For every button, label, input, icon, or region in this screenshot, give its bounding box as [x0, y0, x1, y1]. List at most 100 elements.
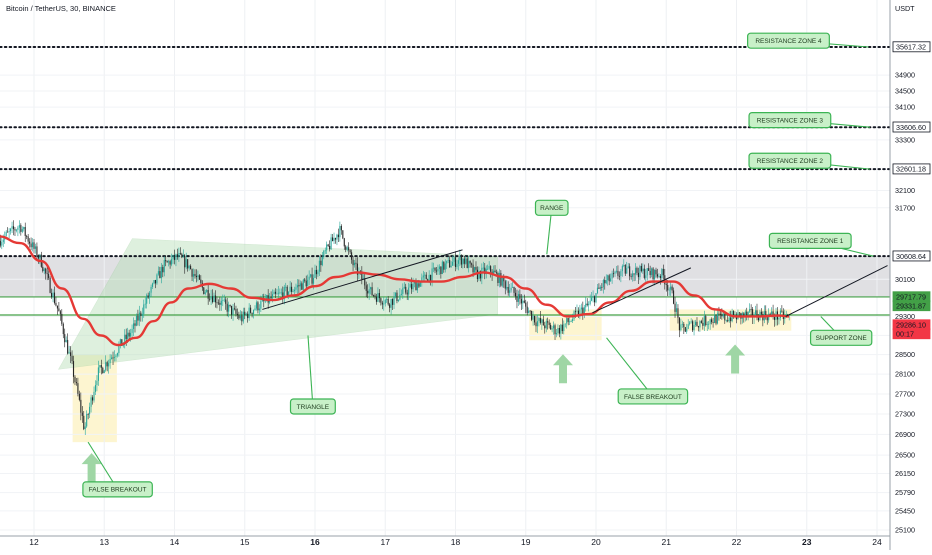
candle-body	[231, 305, 233, 315]
candle-body	[757, 317, 760, 321]
trendline-2[interactable]	[592, 267, 692, 314]
candle-body	[149, 292, 151, 298]
candle-body	[375, 296, 378, 302]
candle-body	[613, 273, 615, 275]
candle-body	[408, 287, 410, 295]
price-tick: 30100	[895, 275, 915, 284]
candle-body	[620, 271, 622, 276]
up-arrow-icon	[552, 354, 573, 384]
candle-body	[97, 367, 99, 381]
annotation-box[interactable]	[748, 152, 832, 169]
annotation-box[interactable]	[768, 232, 852, 249]
candle-body	[279, 292, 281, 294]
annotation-box[interactable]	[747, 32, 830, 49]
candle-body	[94, 385, 97, 392]
candle-body	[339, 226, 341, 238]
candle-body	[752, 309, 754, 318]
candle-body	[702, 322, 704, 326]
candle-body	[588, 303, 590, 306]
candle-body	[121, 339, 123, 346]
candle-body	[462, 258, 464, 265]
candle-body	[345, 246, 347, 250]
trendline-3[interactable]	[785, 265, 888, 317]
candle-body	[244, 311, 246, 315]
trendline-1[interactable]	[262, 249, 463, 310]
candle-body	[437, 269, 439, 272]
annotation-box[interactable]	[748, 111, 832, 129]
candle-body	[746, 311, 748, 316]
candle-body	[307, 279, 309, 287]
candle-body	[0, 240, 1, 246]
price-tick: 26500	[895, 451, 915, 460]
annotation-label: RESISTANCE ZONE 3	[757, 117, 824, 124]
candle-body	[130, 332, 132, 337]
candle-body	[690, 321, 692, 323]
candle-body	[311, 274, 313, 284]
candle-body	[119, 339, 121, 346]
annotation-box[interactable]	[289, 398, 336, 415]
candle-body	[430, 274, 432, 281]
candle-body	[432, 267, 435, 269]
candle-body	[285, 286, 287, 288]
candle-body	[472, 264, 474, 273]
price-label-box	[892, 250, 931, 262]
candle-body	[138, 312, 140, 321]
candle-body	[200, 279, 202, 283]
candle-body	[516, 296, 518, 302]
candle-body	[418, 283, 420, 287]
candle-body	[765, 311, 767, 318]
candle-body	[260, 301, 262, 309]
candle-body	[687, 324, 689, 329]
candle-body	[348, 247, 350, 251]
candle-body	[642, 268, 644, 272]
candle-body	[36, 246, 38, 257]
candle-body	[572, 319, 574, 321]
candle-body	[561, 324, 563, 332]
candle-body	[487, 268, 489, 270]
candle-body	[383, 303, 385, 305]
candle-body	[709, 319, 711, 324]
candle-body	[304, 279, 306, 281]
candle-body	[17, 227, 19, 230]
candle-body	[137, 315, 139, 321]
candle-body	[108, 363, 110, 367]
candle-body	[333, 238, 335, 242]
candle-body	[501, 276, 503, 286]
candle-body	[209, 298, 211, 300]
candle-body	[387, 298, 389, 305]
price-label: 29286.10	[896, 321, 926, 330]
candle-body	[355, 262, 357, 264]
zone-false-breakout-1	[72, 354, 117, 443]
candle-body	[623, 264, 625, 266]
candle-body	[459, 256, 461, 261]
up-arrow-icon	[81, 453, 102, 483]
annotation-box[interactable]	[82, 481, 153, 498]
candle-body	[533, 316, 536, 323]
candle-body	[626, 268, 628, 274]
candle-body	[781, 310, 783, 312]
candle-body	[217, 302, 219, 304]
candle-body	[207, 289, 209, 299]
candle-body	[648, 268, 650, 271]
annotation-box[interactable]	[617, 388, 689, 405]
candle-body	[39, 254, 41, 259]
candle-body	[282, 292, 284, 300]
date-tick: 13	[100, 537, 110, 547]
candle-body	[154, 280, 157, 284]
candle-body	[778, 317, 780, 320]
candle-body	[140, 312, 142, 316]
candle-body	[143, 304, 145, 315]
price-tick: 28500	[895, 350, 915, 359]
candle-body	[226, 303, 228, 312]
candle-body	[299, 283, 301, 287]
candle-body	[327, 244, 329, 246]
annotation-box[interactable]	[534, 199, 569, 216]
annotation-box[interactable]	[809, 329, 873, 346]
candle-body	[178, 253, 180, 257]
candle-body	[70, 352, 72, 356]
candle-body	[270, 296, 272, 299]
candle-body	[46, 273, 48, 275]
candle-body	[510, 287, 512, 291]
candle-body	[308, 276, 310, 280]
